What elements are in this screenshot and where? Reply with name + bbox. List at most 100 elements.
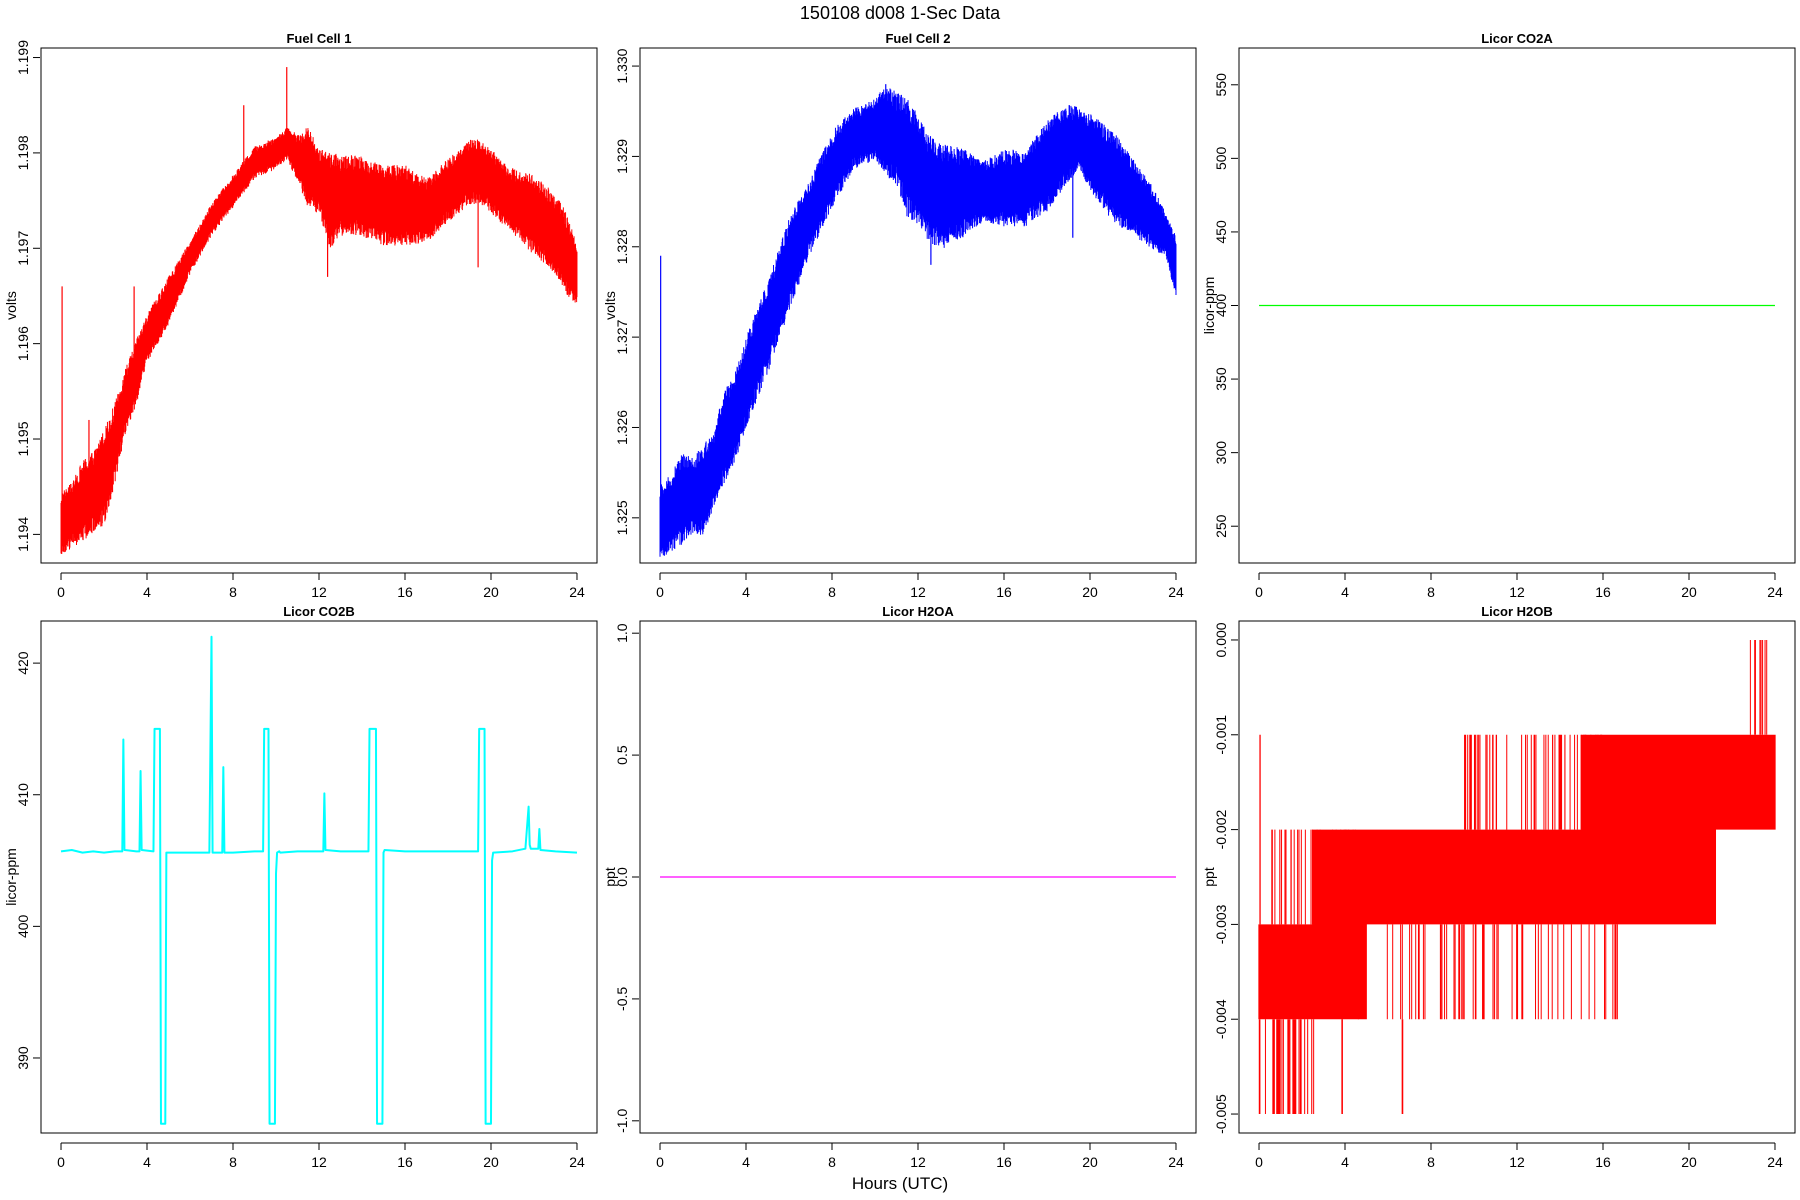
y-axis-label: volts <box>3 291 19 320</box>
y-tick-label: 550 <box>1213 73 1229 97</box>
panel-title: Licor H2OB <box>1481 604 1553 619</box>
series-band <box>659 88 1177 557</box>
figure-title: 150108 d008 1-Sec Data <box>800 3 1001 23</box>
x-tick-label: 0 <box>656 584 664 600</box>
x-tick-label: 16 <box>996 1154 1012 1170</box>
x-tick-label: 12 <box>311 584 327 600</box>
y-tick-label: 1.325 <box>614 500 630 535</box>
x-tick-label: 4 <box>1341 584 1349 600</box>
y-tick-label: 1.199 <box>15 40 31 75</box>
x-tick-label: 4 <box>1341 1154 1349 1170</box>
panel-title: Fuel Cell 1 <box>286 31 351 46</box>
x-tick-label: 20 <box>483 584 499 600</box>
series-spike <box>1749 639 1768 735</box>
y-tick-label: 1.195 <box>15 421 31 456</box>
x-tick-label: 0 <box>57 584 65 600</box>
y-tick-label: 1.0 <box>614 623 630 643</box>
x-tick-label: 0 <box>1255 584 1263 600</box>
panel-1: Fuel Cell 1 volts 0 4 8 12 16 20 24 1.194 1.195 1.1… <box>3 31 598 600</box>
y-tick-label: 400 <box>15 914 31 938</box>
plot-frame <box>1238 47 1796 564</box>
series-spike <box>1271 829 1356 925</box>
x-tick-label: 12 <box>910 1154 926 1170</box>
y-tick-label: -0.003 <box>1213 904 1229 944</box>
x-tick-label: 0 <box>1255 1154 1263 1170</box>
y-tick-label: -1.0 <box>614 1109 630 1133</box>
y-axis-label: licor-ppm <box>1201 277 1217 335</box>
series-spike <box>1258 1019 1315 1115</box>
panel-title: Licor CO2B <box>283 604 355 619</box>
x-tick-label: 20 <box>483 1154 499 1170</box>
x-tick-label: 8 <box>229 1154 237 1170</box>
y-tick-label: 1.330 <box>614 48 630 83</box>
panel-2: Fuel Cell 2 volts 0 4 8 12 16 20 24 1.325 1.326 1.3… <box>602 31 1197 600</box>
series-2 <box>659 84 1177 557</box>
series-line <box>60 635 578 1125</box>
x-tick-label: 20 <box>1082 1154 1098 1170</box>
series-1 <box>60 67 578 554</box>
x-tick-label: 16 <box>397 584 413 600</box>
y-tick-label: 420 <box>15 651 31 675</box>
y-tick-label: 1.198 <box>15 135 31 170</box>
y-axis-label: ppt <box>602 867 618 887</box>
x-tick-label: 8 <box>828 1154 836 1170</box>
y-axis-label: volts <box>602 291 618 320</box>
series-spike <box>1401 1019 1404 1115</box>
x-tick-label: 0 <box>656 1154 664 1170</box>
plot-frame <box>40 47 598 564</box>
y-tick-label: 250 <box>1213 514 1229 538</box>
panel-title: Licor H2OA <box>882 604 954 619</box>
x-tick-label: 8 <box>828 584 836 600</box>
x-tick-label: 12 <box>311 1154 327 1170</box>
x-tick-label: 24 <box>569 584 585 600</box>
panel-6: Licor H2OB ppt 0 4 8 12 16 20 24 -0.005 -0.004 -0.0… <box>1201 604 1796 1170</box>
x-tick-label: 16 <box>1595 1154 1611 1170</box>
x-tick-label: 24 <box>1767 584 1783 600</box>
y-tick-label: 1.197 <box>15 231 31 266</box>
x-tick-label: 24 <box>1767 1154 1783 1170</box>
x-tick-label: 24 <box>569 1154 585 1170</box>
x-tick-label: 16 <box>996 584 1012 600</box>
x-tick-label: 16 <box>1595 584 1611 600</box>
y-tick-label: 1.326 <box>614 410 630 445</box>
x-tick-label: 8 <box>1427 1154 1435 1170</box>
x-tick-label: 20 <box>1082 584 1098 600</box>
plot-frame <box>40 620 598 1134</box>
y-tick-label: -0.004 <box>1213 999 1229 1039</box>
y-tick-label: 400 <box>1213 294 1229 318</box>
y-tick-label: 1.196 <box>15 326 31 361</box>
y-tick-label: 0.5 <box>614 745 630 765</box>
series-spike <box>1357 924 1618 1020</box>
x-tick-label: 12 <box>1509 584 1525 600</box>
series-band <box>1258 734 1776 1020</box>
panel-title: Fuel Cell 2 <box>885 31 950 46</box>
x-tick-label: 4 <box>143 1154 151 1170</box>
x-tick-label: 4 <box>742 1154 750 1170</box>
y-tick-label: -0.5 <box>614 987 630 1011</box>
series-band <box>60 127 578 554</box>
y-tick-label: 1.328 <box>614 229 630 264</box>
y-tick-label: 450 <box>1213 220 1229 244</box>
figure-xlabel: Hours (UTC) <box>852 1174 948 1193</box>
x-tick-label: 24 <box>1168 584 1184 600</box>
y-tick-label: 300 <box>1213 441 1229 465</box>
series-spike <box>1341 1019 1343 1115</box>
x-tick-label: 12 <box>1509 1154 1525 1170</box>
y-tick-label: 390 <box>15 1046 31 1070</box>
series-spike <box>1464 734 1603 830</box>
panel-title: Licor CO2A <box>1481 31 1553 46</box>
x-tick-label: 16 <box>397 1154 413 1170</box>
x-tick-label: 4 <box>143 584 151 600</box>
y-tick-label: 1.327 <box>614 319 630 354</box>
x-tick-label: 20 <box>1681 584 1697 600</box>
x-tick-label: 0 <box>57 1154 65 1170</box>
y-tick-label: 500 <box>1213 146 1229 170</box>
plot-frame <box>639 620 1197 1134</box>
plot-frame <box>639 47 1197 564</box>
panel-4: Licor CO2B licor-ppm 0 4 8 12 16 20 24 390 400 410 4… <box>3 604 598 1170</box>
plot-frame <box>1238 620 1796 1134</box>
x-tick-label: 24 <box>1168 1154 1184 1170</box>
panel-3: Licor CO2A licor-ppm 0 4 8 12 16 20 24 250 300 350 4… <box>1201 31 1796 600</box>
y-tick-label: -0.001 <box>1213 715 1229 755</box>
